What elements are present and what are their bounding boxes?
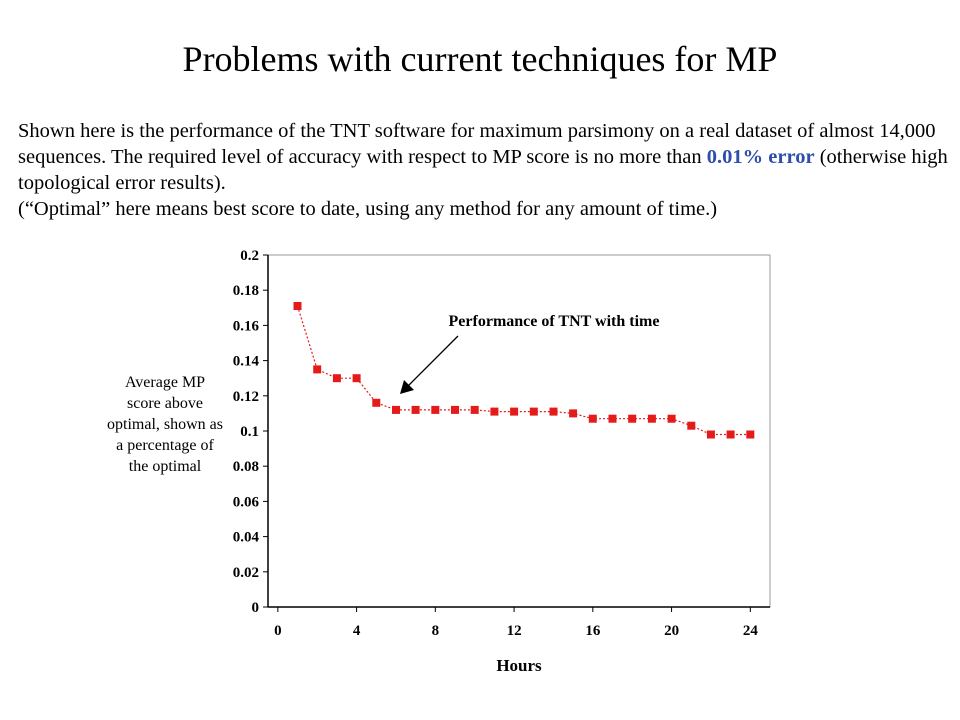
x-tick-label: 24 xyxy=(743,623,759,639)
y-tick-label: 0.14 xyxy=(233,354,260,370)
description-text-part1: Shown here is the performance of the TNT… xyxy=(18,120,936,168)
data-point xyxy=(726,430,735,439)
y-tick-label: 0.08 xyxy=(233,459,259,475)
data-point xyxy=(313,365,322,374)
x-tick-label: 16 xyxy=(585,623,601,639)
y-axis-label-line: the optimal xyxy=(129,458,202,475)
x-tick-label: 20 xyxy=(664,623,679,639)
y-tick-label: 0.2 xyxy=(240,248,259,264)
data-point xyxy=(569,409,578,418)
y-tick-label: 0.12 xyxy=(233,389,259,405)
description-text-part2: (otherwise high topological error result… xyxy=(18,146,948,194)
y-tick-label: 0.06 xyxy=(233,494,260,510)
y-axis-label-line: optimal, shown as xyxy=(107,416,223,433)
plot-area xyxy=(267,254,771,608)
y-axis-label-line: a percentage of xyxy=(116,437,214,454)
data-point xyxy=(332,374,341,383)
data-point xyxy=(647,414,656,423)
description-text-optimal-note: (“Optimal” here means best score to date… xyxy=(18,198,718,220)
annotation-arrow-line xyxy=(405,335,459,389)
x-tick-label: 4 xyxy=(353,623,361,639)
slide-title: Problems with current techniques for MP xyxy=(182,39,778,79)
data-point xyxy=(451,405,459,414)
y-axis-label-line: Average MP xyxy=(125,374,205,391)
accuracy-highlight: 0.01% error xyxy=(706,146,815,168)
data-point xyxy=(746,430,755,439)
y-axis-label: Average MP score above optimal, shown as a … xyxy=(107,374,223,475)
data-point xyxy=(372,398,381,407)
y-tick-label: 0.1 xyxy=(240,424,259,440)
data-point xyxy=(687,421,696,430)
data-point xyxy=(470,405,479,414)
data-point xyxy=(392,405,400,414)
x-tick-label: 8 xyxy=(432,623,440,639)
data-point xyxy=(431,405,440,414)
y-tick-label: 0 xyxy=(252,600,260,616)
x-tick-label: 12 xyxy=(507,623,522,639)
data-point xyxy=(411,405,420,414)
y-tick-label: 0.02 xyxy=(233,565,259,581)
x-axis-ticks: 0 4 8 12 16 20 24 xyxy=(274,607,758,639)
data-point xyxy=(490,407,499,416)
data-point xyxy=(588,414,597,423)
data-point xyxy=(510,407,519,416)
y-tick-label: 0.18 xyxy=(233,283,259,299)
y-axis-label-line: score above xyxy=(127,395,203,412)
data-point xyxy=(628,414,637,423)
y-tick-label: 0.04 xyxy=(233,530,260,546)
data-point xyxy=(706,430,715,439)
data-point xyxy=(549,407,558,416)
data-point xyxy=(608,414,617,423)
data-point xyxy=(352,374,361,383)
data-point xyxy=(667,414,676,423)
data-point xyxy=(529,407,538,416)
x-tick-label: 0 xyxy=(274,623,282,639)
series-tnt xyxy=(293,302,755,439)
x-axis-label: Hours xyxy=(496,656,542,675)
data-point xyxy=(293,302,302,310)
annotation-label: Performance of TNT with time xyxy=(449,313,660,330)
y-axis-ticks: 0 0.02 0.04 0.06 0.08 0.1 0.12 0.14 0.16 0.18 0.2 xyxy=(233,248,268,616)
slide-description: Shown here is the performance of the TNT… xyxy=(18,118,948,222)
y-tick-label: 0.16 xyxy=(233,318,260,334)
annotation-arrowhead xyxy=(400,380,414,394)
